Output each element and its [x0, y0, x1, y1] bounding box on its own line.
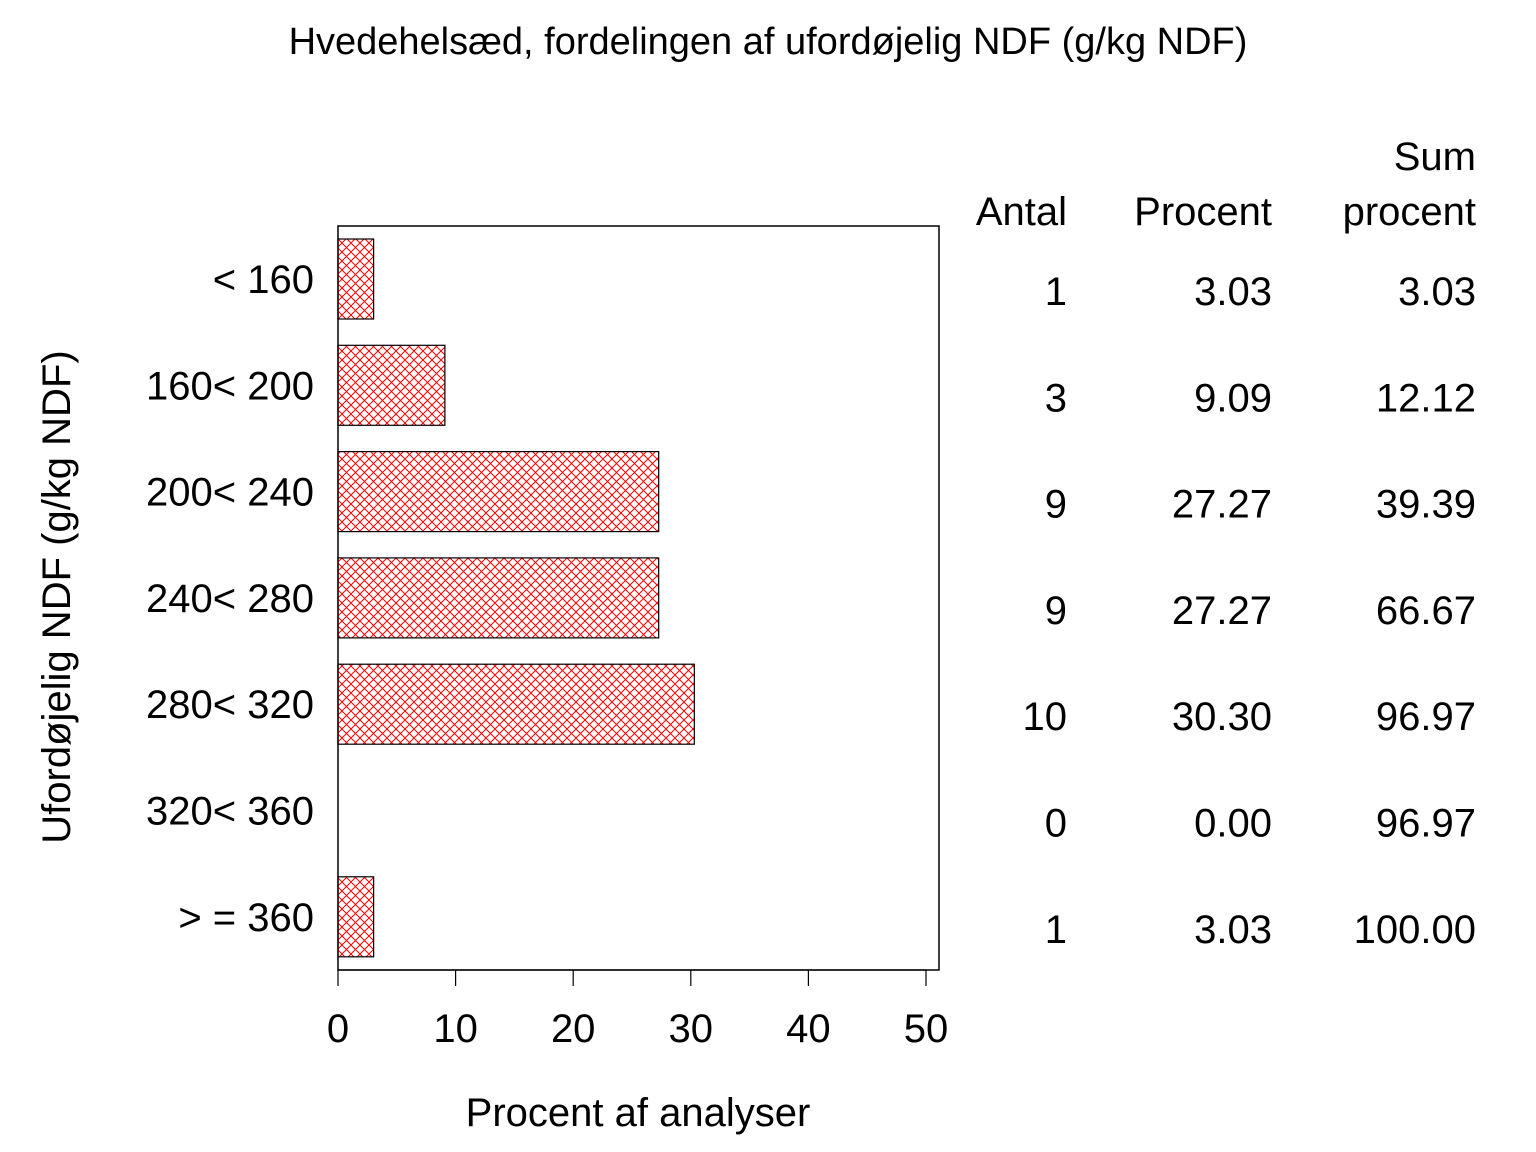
x-tick-label: 20: [551, 1007, 596, 1051]
category-label: > = 360: [178, 896, 314, 940]
table-cell: 10: [1023, 695, 1068, 739]
x-axis-label: Procent af analyser: [466, 1091, 811, 1135]
bar: [337, 451, 660, 533]
table-cell: 3.03: [1194, 908, 1272, 952]
table-cell: 96.97: [1376, 695, 1476, 739]
category-label: 320< 360: [146, 790, 314, 834]
category-label: 240< 280: [146, 577, 314, 621]
category-labels: < 160 160< 200 200< 240 240< 280 280< 320 320…: [146, 258, 314, 940]
table-cell: 39.39: [1376, 483, 1476, 527]
y-axis-label: Ufordøjelig NDF (g/kg NDF): [35, 350, 79, 843]
bar: [337, 344, 446, 426]
category-label: 280< 320: [146, 683, 314, 727]
bar: [337, 238, 375, 320]
x-tick-label: 10: [433, 1007, 478, 1051]
table-cell: 3.03: [1398, 270, 1476, 314]
category-label: 160< 200: [146, 364, 314, 408]
x-axis: 0 10 20 30 40 50: [327, 969, 949, 1051]
table-cell: 9: [1045, 589, 1067, 633]
table-header: procent: [1343, 190, 1476, 234]
table-cell: 27.27: [1172, 483, 1272, 527]
table-cell: 100.00: [1354, 908, 1476, 952]
table-cell: 1: [1045, 270, 1067, 314]
category-label: 200< 240: [146, 471, 314, 515]
table-cell: 30.30: [1172, 695, 1272, 739]
category-label: < 160: [213, 258, 314, 302]
table-header: Sum: [1394, 135, 1476, 179]
table-cell: 3.03: [1194, 270, 1272, 314]
table-header: Procent: [1134, 190, 1272, 234]
chart-title: Hvedehelsæd, fordelingen af ufordøjelig …: [289, 21, 1248, 63]
bar: [337, 876, 375, 958]
x-tick-label: 40: [786, 1007, 831, 1051]
table-cell: 1: [1045, 908, 1067, 952]
table-cell: 9.09: [1194, 376, 1272, 420]
table-header: Antal: [976, 190, 1067, 234]
table-cell: 3: [1045, 376, 1067, 420]
x-tick-label: 0: [327, 1007, 349, 1051]
x-tick-label: 50: [904, 1007, 949, 1051]
summary-table: 1 3.03 3.03 3 9.09 12.12 9 27.27 39.39 9 27.27 66.6…: [976, 135, 1476, 952]
table-cell: 66.67: [1376, 589, 1476, 633]
bar: [337, 557, 660, 639]
table-cell: 12.12: [1376, 376, 1476, 420]
table-cell: 0.00: [1194, 802, 1272, 846]
x-tick-label: 30: [669, 1007, 714, 1051]
table-cell: 0: [1045, 802, 1067, 846]
table-cell: 27.27: [1172, 589, 1272, 633]
bars: [337, 238, 695, 958]
table-cell: 96.97: [1376, 802, 1476, 846]
table-cell: 9: [1045, 483, 1067, 527]
bar: [337, 663, 695, 745]
